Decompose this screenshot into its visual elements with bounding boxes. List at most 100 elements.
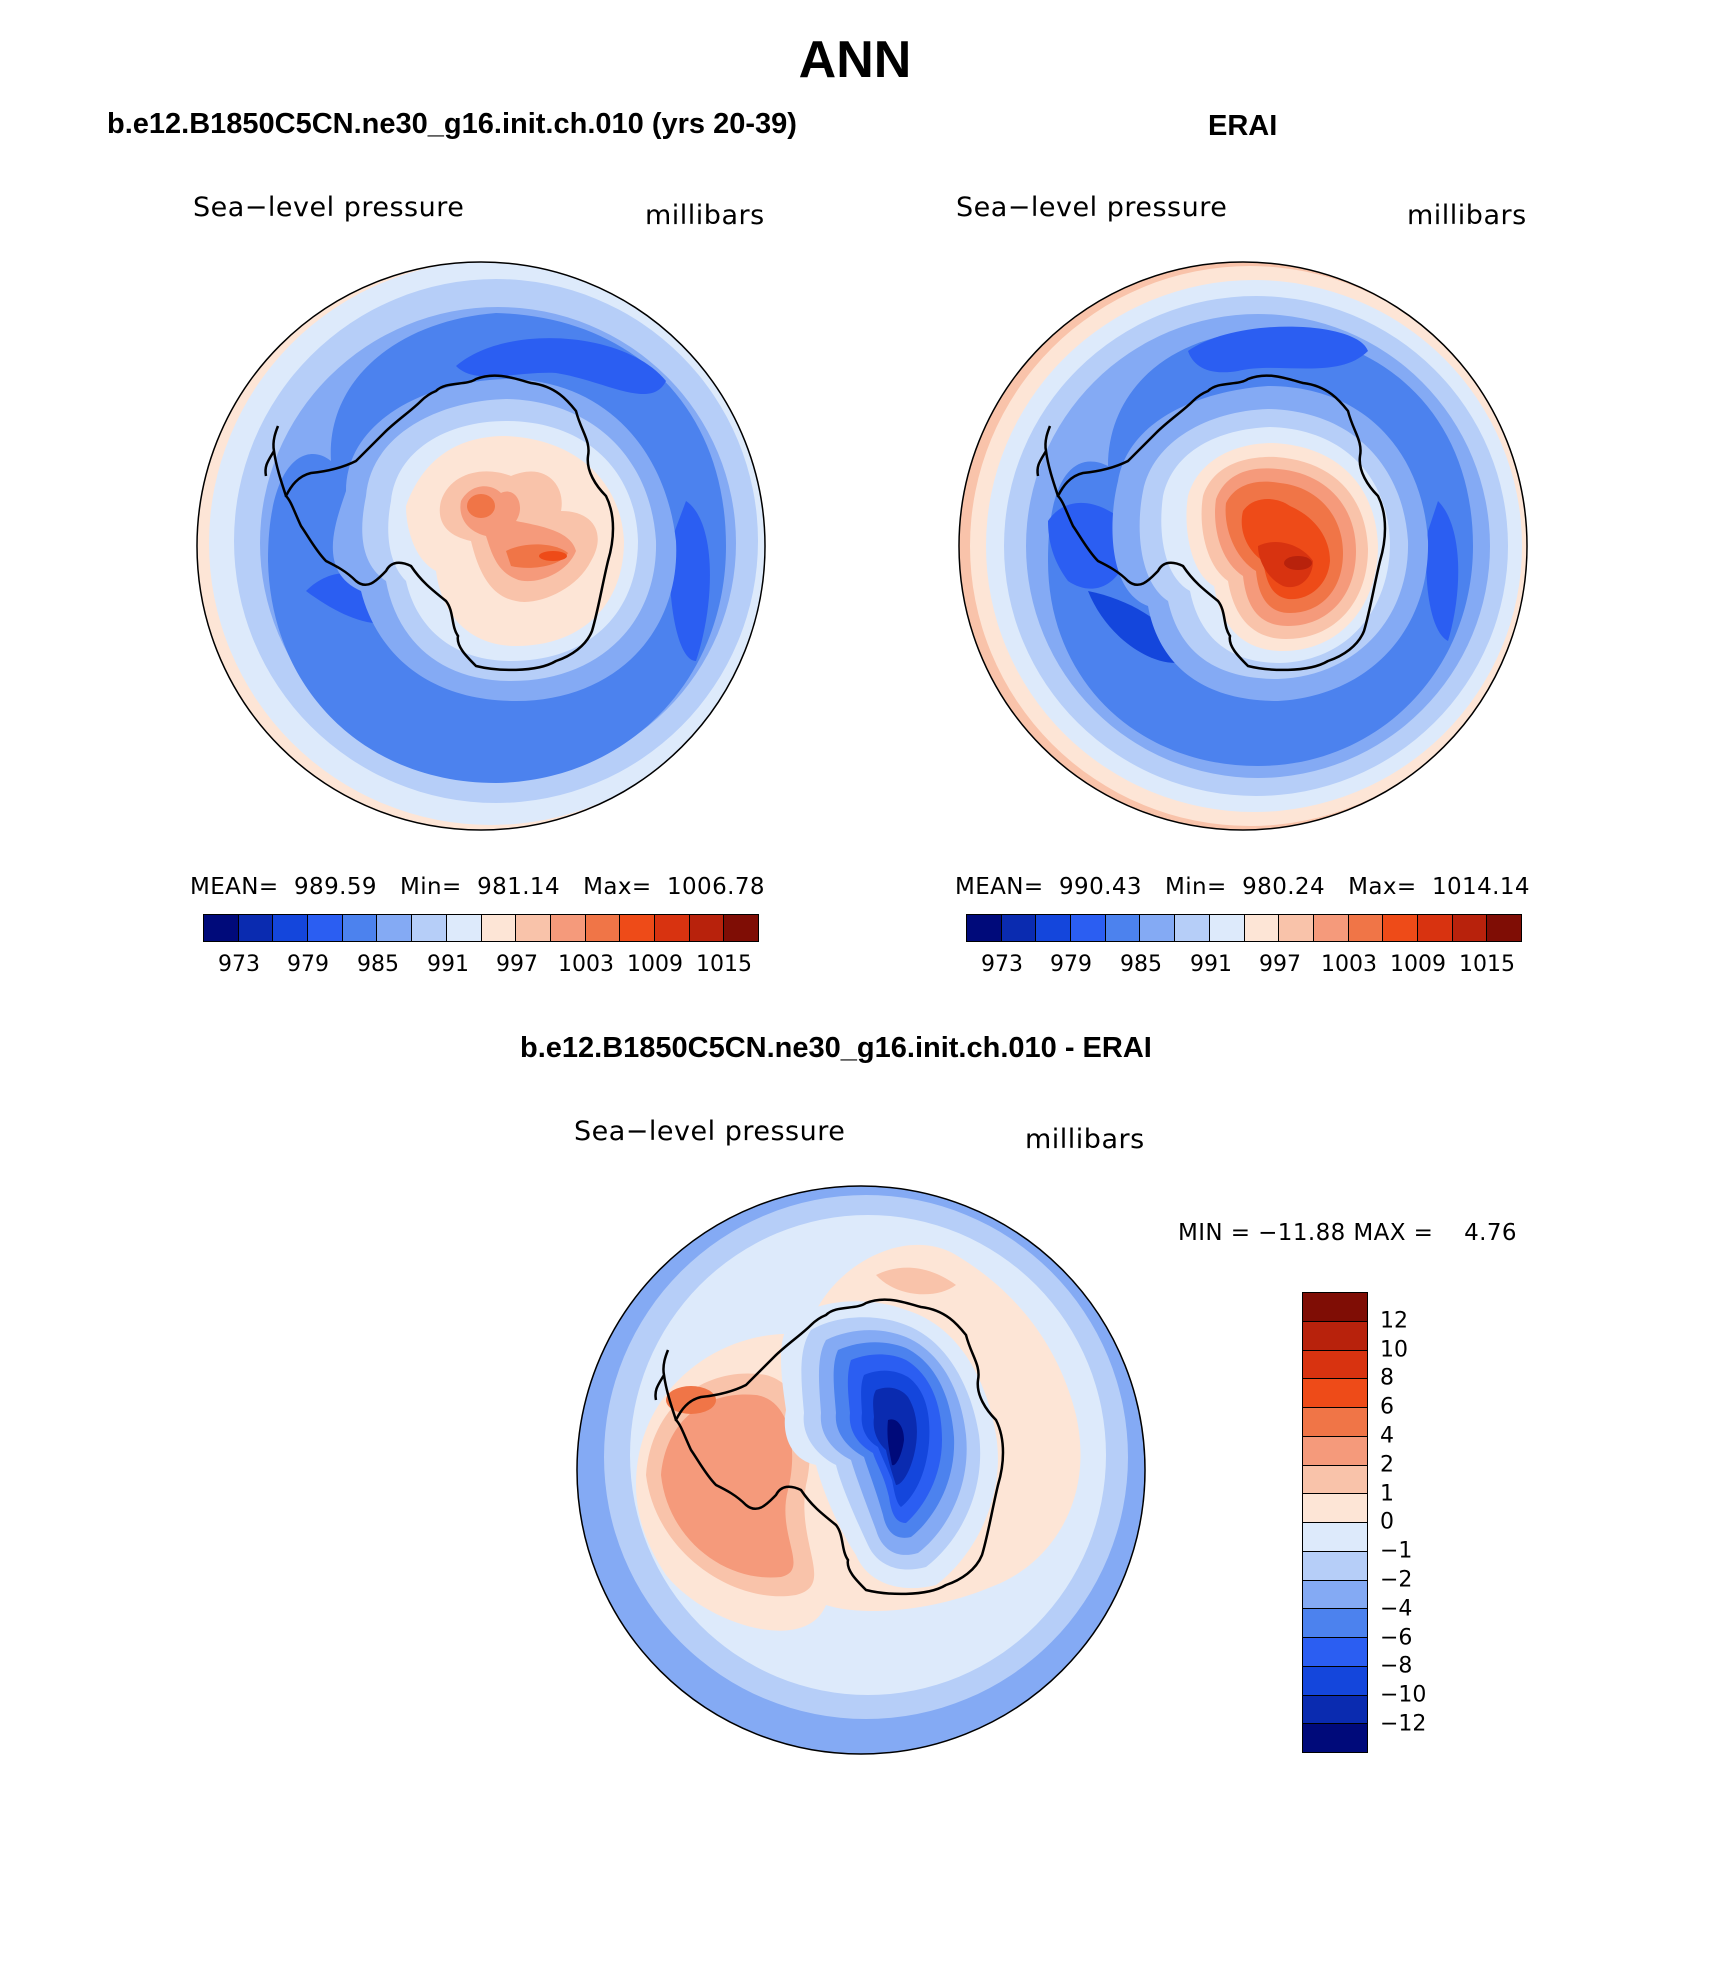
panel-3-stats: MIN = −11.88 MAX = 4.76 bbox=[1178, 1220, 1517, 1246]
colorbar-swatch bbox=[620, 915, 655, 941]
map-boundary bbox=[958, 261, 1528, 831]
colorbar-tick-label: −4 bbox=[1380, 1596, 1413, 1622]
colorbar-tick-label: 973 bbox=[218, 952, 260, 977]
colorbar-tick-label: 973 bbox=[981, 952, 1023, 977]
colorbar-tick-label: 1003 bbox=[558, 952, 614, 977]
colorbar-swatch bbox=[1279, 915, 1314, 941]
colorbar-swatch bbox=[724, 915, 758, 941]
high-pressure-core bbox=[539, 551, 567, 561]
colorbar-swatch bbox=[342, 915, 378, 941]
panel-2-title: ERAI bbox=[1208, 110, 1278, 142]
panel-2-stats: MEAN= 990.43 Min= 980.24 Max= 1014.14 bbox=[955, 874, 1530, 900]
panel-1-map bbox=[196, 261, 766, 831]
colorbar-swatch bbox=[654, 915, 690, 941]
colorbar-swatch bbox=[1036, 915, 1072, 941]
antarctica-coastline bbox=[674, 1298, 1005, 1596]
colorbar-tick-label: −1 bbox=[1380, 1538, 1413, 1564]
colorbar-swatch bbox=[1303, 1609, 1367, 1638]
colorbar-swatch bbox=[308, 915, 343, 941]
antarctic-peninsula-coastline bbox=[1036, 425, 1060, 497]
colorbar-swatch bbox=[1001, 915, 1037, 941]
colorbar-swatch bbox=[689, 915, 725, 941]
antarctica-coastline bbox=[1056, 374, 1387, 672]
map-boundary bbox=[196, 261, 766, 831]
high-pressure-core bbox=[1284, 556, 1312, 570]
colorbar-tick-label: 8 bbox=[1380, 1365, 1394, 1391]
colorbar-tick-label: −2 bbox=[1380, 1567, 1413, 1593]
antarctic-peninsula-coastline bbox=[264, 425, 288, 497]
colorbar-swatch bbox=[1487, 915, 1521, 941]
colorbar-tick-label: −6 bbox=[1380, 1625, 1413, 1651]
colorbar-tick-label: 2 bbox=[1380, 1452, 1394, 1478]
colorbar-swatch bbox=[1303, 1436, 1367, 1466]
colorbar-swatch bbox=[1209, 915, 1245, 941]
colorbar-tick-label: 0 bbox=[1380, 1509, 1394, 1535]
colorbar-tick-label: −10 bbox=[1380, 1682, 1427, 1708]
panel-1-stats: MEAN= 989.59 Min= 981.14 Max= 1006.78 bbox=[190, 874, 765, 900]
colorbar-swatch bbox=[1303, 1494, 1367, 1523]
colorbar-swatch bbox=[1303, 1293, 1367, 1322]
colorbar-tick-label: 12 bbox=[1380, 1308, 1408, 1334]
colorbar-tick-label: 979 bbox=[1050, 952, 1092, 977]
anomaly-negative-core bbox=[887, 1419, 904, 1466]
low-pressure-core bbox=[1188, 326, 1368, 373]
colorbar-swatch bbox=[377, 915, 413, 941]
high-pressure-core bbox=[506, 544, 568, 568]
colorbar-tick-label: −12 bbox=[1380, 1711, 1427, 1737]
panel-1-colorbar-ticks: 973 979 985 991 997 1003 1009 1015 bbox=[203, 952, 759, 982]
panel-1-title: b.e12.B1850C5CN.ne30_g16.init.ch.010 (yr… bbox=[107, 108, 797, 140]
colorbar-swatch bbox=[204, 915, 239, 941]
panel-2-map bbox=[958, 261, 1528, 831]
colorbar-swatch bbox=[1303, 1350, 1367, 1380]
panel-1-colorbar-cells bbox=[203, 914, 759, 942]
colorbar-tick-label: 1 bbox=[1380, 1481, 1394, 1507]
colorbar-swatch bbox=[1303, 1321, 1367, 1351]
anomaly-positive-band bbox=[661, 1394, 794, 1578]
colorbar-tick-label: 1009 bbox=[1390, 952, 1446, 977]
colorbar-swatch bbox=[412, 915, 447, 941]
panel-2-colorbar-cells bbox=[966, 914, 1522, 942]
panel-3-title: b.e12.B1850C5CN.ne30_g16.init.ch.010 - E… bbox=[520, 1032, 1152, 1064]
colorbar-swatch bbox=[273, 915, 309, 941]
colorbar-tick-label: −8 bbox=[1380, 1653, 1413, 1679]
low-pressure-core bbox=[456, 338, 666, 395]
colorbar-swatch bbox=[1303, 1724, 1367, 1752]
colorbar-swatch bbox=[516, 915, 551, 941]
colorbar-swatch bbox=[1417, 915, 1453, 941]
panel-1-colorbar bbox=[203, 914, 759, 942]
colorbar-swatch bbox=[1303, 1695, 1367, 1725]
panel-3-field-label: Sea−level pressure bbox=[574, 1116, 846, 1147]
colorbar-swatch bbox=[1452, 915, 1488, 941]
panel-1-units-label: millibars bbox=[645, 200, 765, 231]
anomaly-positive-band bbox=[876, 1267, 956, 1295]
colorbar-swatch bbox=[1303, 1379, 1367, 1408]
colorbar-tick-label: 6 bbox=[1380, 1394, 1394, 1420]
panel-2-units-label: millibars bbox=[1407, 200, 1527, 231]
colorbar-swatch bbox=[550, 915, 586, 941]
colorbar-swatch bbox=[1071, 915, 1106, 941]
map-boundary bbox=[576, 1185, 1146, 1755]
colorbar-tick-label: 10 bbox=[1380, 1337, 1408, 1363]
antarctica-coastline bbox=[284, 374, 615, 672]
colorbar-swatch bbox=[1303, 1408, 1367, 1437]
panel-1-field-label: Sea−level pressure bbox=[193, 192, 465, 223]
colorbar-swatch bbox=[1105, 915, 1141, 941]
colorbar-tick-label: 985 bbox=[357, 952, 399, 977]
low-pressure-core bbox=[669, 501, 710, 661]
panel-2-colorbar-ticks: 973 979 985 991 997 1003 1009 1015 bbox=[966, 952, 1522, 982]
colorbar-swatch bbox=[238, 915, 274, 941]
colorbar-swatch bbox=[1140, 915, 1176, 941]
colorbar-swatch bbox=[1313, 915, 1349, 941]
colorbar-swatch bbox=[1303, 1523, 1367, 1552]
colorbar-swatch bbox=[967, 915, 1002, 941]
colorbar-swatch bbox=[1175, 915, 1210, 941]
colorbar-tick-label: 997 bbox=[496, 952, 538, 977]
colorbar-swatch bbox=[1303, 1465, 1367, 1495]
colorbar-swatch bbox=[1303, 1551, 1367, 1581]
colorbar-swatch bbox=[1348, 915, 1384, 941]
colorbar-swatch bbox=[1303, 1666, 1367, 1696]
colorbar-tick-label: 979 bbox=[287, 952, 329, 977]
colorbar-swatch bbox=[585, 915, 621, 941]
antarctic-peninsula-coastline bbox=[654, 1349, 678, 1421]
colorbar-swatch bbox=[481, 915, 517, 941]
